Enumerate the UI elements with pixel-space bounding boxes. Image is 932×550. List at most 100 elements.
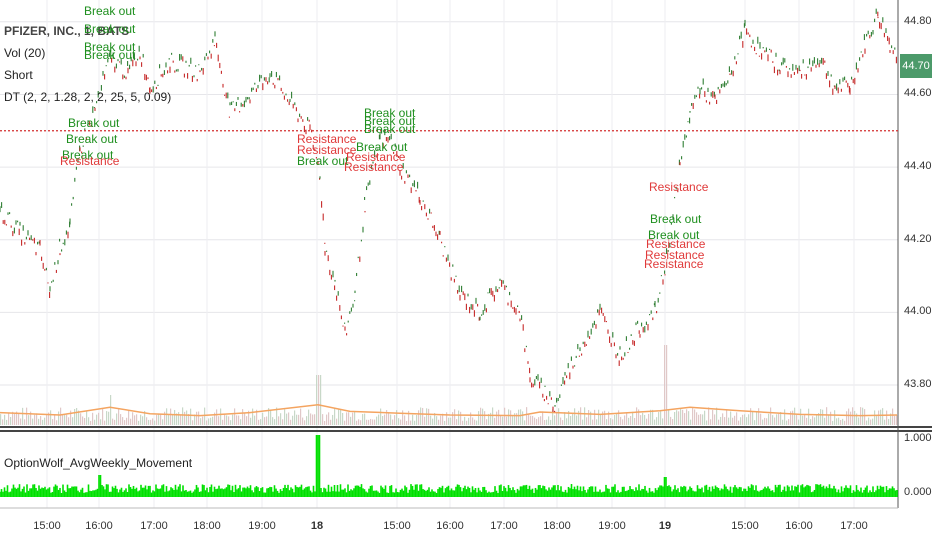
volume-bar xyxy=(638,409,640,425)
volume-bar xyxy=(390,414,392,425)
volume-bar xyxy=(498,409,500,425)
volume-bar xyxy=(34,414,36,425)
time-tick-label: 15:00 xyxy=(33,520,61,532)
volume-bar xyxy=(560,417,562,425)
breakout-label: Break out xyxy=(648,228,700,242)
volume-bar xyxy=(264,417,266,425)
volume-bar xyxy=(818,412,820,425)
volume-bar xyxy=(240,419,242,425)
volume-bar xyxy=(336,418,338,425)
volume-bar xyxy=(604,410,606,425)
volume-bar xyxy=(158,413,160,425)
volume-bar xyxy=(738,420,740,425)
volume-bar xyxy=(814,417,816,425)
volume-bar xyxy=(858,417,860,425)
volume-bar xyxy=(438,419,440,425)
volume-bar xyxy=(436,416,438,425)
resistance-label: Resistance xyxy=(60,154,120,168)
volume-bar xyxy=(314,414,316,425)
volume-bar xyxy=(590,411,592,425)
volume-bar xyxy=(744,414,746,425)
volume-bar xyxy=(68,417,70,425)
volume-bar xyxy=(422,407,424,425)
volume-bar xyxy=(844,420,846,425)
volume-bar xyxy=(620,416,622,425)
volume-bar xyxy=(594,409,596,425)
volume-bar xyxy=(864,409,866,425)
volume-bar xyxy=(262,412,264,425)
volume-bar xyxy=(144,410,146,425)
volume-bar xyxy=(408,410,410,425)
volume-bar xyxy=(470,412,472,425)
breakout-label: Break out xyxy=(84,4,136,18)
volume-bar xyxy=(868,417,870,425)
volume-bar xyxy=(8,412,10,425)
volume-bar xyxy=(284,409,286,425)
volume-bar xyxy=(598,409,600,425)
volume-bar xyxy=(402,410,404,425)
volume-bar xyxy=(842,418,844,425)
volume-bar xyxy=(72,417,74,425)
volume-bar xyxy=(672,419,674,425)
volume-bar xyxy=(836,418,838,425)
volume-bar xyxy=(394,415,396,425)
breakout-label: Break out xyxy=(66,132,118,146)
volume-bar xyxy=(310,413,312,425)
volume-bar xyxy=(788,419,790,425)
volume-ma-line xyxy=(0,404,898,417)
volume-bar xyxy=(460,411,462,425)
volume-bar xyxy=(768,413,770,425)
volume-bar xyxy=(248,410,250,425)
volume-bar xyxy=(224,414,226,425)
volume-bar xyxy=(480,407,482,425)
volume-bar xyxy=(884,419,886,425)
resistance-label: Resistance xyxy=(346,150,406,164)
volume-bar xyxy=(710,419,712,425)
volume-bar xyxy=(472,417,474,425)
volume-bar xyxy=(656,417,658,425)
volume-bar xyxy=(580,407,582,425)
volume-bar xyxy=(576,415,578,425)
volume-bar xyxy=(28,415,30,425)
volume-bar xyxy=(74,408,76,425)
volume-bar xyxy=(896,415,898,425)
volume-bar xyxy=(190,408,192,425)
volume-bar xyxy=(80,413,82,425)
current-price-badge: 44.70 xyxy=(900,54,932,78)
volume-bar xyxy=(754,420,756,425)
volume-bar xyxy=(244,413,246,425)
breakout-label: Break out xyxy=(650,212,702,226)
volume-bar xyxy=(362,414,364,425)
volume-bar xyxy=(212,416,214,425)
volume-bar xyxy=(352,412,354,425)
volume-bar xyxy=(582,419,584,425)
volume-bar xyxy=(290,419,292,425)
volume-bar xyxy=(684,413,686,425)
volume-bar xyxy=(308,409,310,425)
volume-bar xyxy=(792,410,794,425)
volume-bar xyxy=(636,407,638,425)
volume-bar xyxy=(186,410,188,425)
volume-bar xyxy=(20,418,22,425)
volume-bar xyxy=(30,411,32,425)
volume-bar xyxy=(804,414,806,425)
volume-bar xyxy=(488,413,490,425)
volume-bar xyxy=(540,416,542,425)
volume-bar xyxy=(646,418,648,425)
volume-bar xyxy=(890,413,892,425)
volume-bar xyxy=(456,419,458,425)
breakout-label: Break out xyxy=(84,40,136,54)
volume-bar xyxy=(606,419,608,425)
volume-bar xyxy=(442,413,444,425)
volume-bar xyxy=(740,417,742,425)
price-tick-label: 43.80 xyxy=(904,378,932,391)
volume-bar xyxy=(542,411,544,425)
volume-bar xyxy=(556,412,558,425)
volume-bar xyxy=(176,413,178,425)
volume-bar xyxy=(368,419,370,425)
volume-bar xyxy=(446,412,448,425)
volume-bar xyxy=(510,410,512,425)
volume-bar xyxy=(122,417,124,425)
volume-bar xyxy=(110,395,112,425)
